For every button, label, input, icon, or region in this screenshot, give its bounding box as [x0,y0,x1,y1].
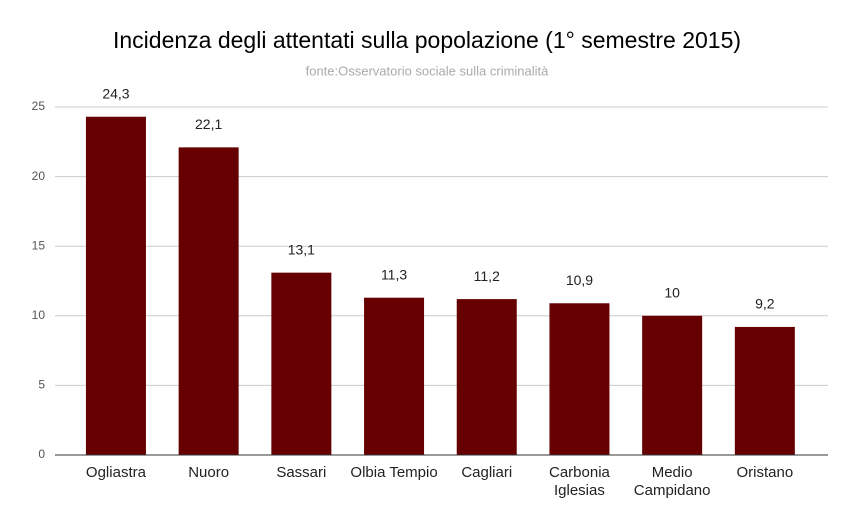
data-label: 10,9 [566,272,593,288]
bar [364,297,425,455]
bar [456,299,517,455]
data-label: 11,2 [474,268,500,284]
x-tick-label: Olbia Tempio [350,464,438,481]
x-tick-label: Oristano [736,464,794,481]
y-tick-label: 0 [38,447,45,461]
data-label: 22,1 [195,116,222,132]
y-tick-label: 10 [32,308,46,322]
data-label: 9,2 [755,296,775,312]
data-label: 24,3 [102,85,129,101]
bar [85,116,146,455]
bar [271,272,332,455]
y-tick-label: 5 [38,378,45,392]
chart-subtitle: fonte:Osservatorio sociale sulla crimina… [306,63,550,78]
chart-title: Incidenza degli attentati sulla popolazi… [113,27,741,53]
y-tick-label: 25 [32,99,46,113]
y-tick-label: 15 [32,238,46,252]
x-tick-label: Cagliari [461,464,513,481]
bar [178,147,239,456]
bar [549,303,610,455]
bar [734,326,795,455]
x-tick-label: Nuoro [188,464,230,481]
data-label: 10 [664,285,680,301]
x-tick-label: Carbonia Iglesias [549,464,610,499]
data-label: 13,1 [288,241,315,257]
x-tick-label: Sassari [276,464,327,481]
data-label: 11,3 [381,266,407,282]
x-tick-label: Medio Campidano [633,464,711,499]
bar [642,315,703,455]
y-tick-label: 20 [32,169,46,183]
x-tick-label: Ogliastra [85,464,146,481]
